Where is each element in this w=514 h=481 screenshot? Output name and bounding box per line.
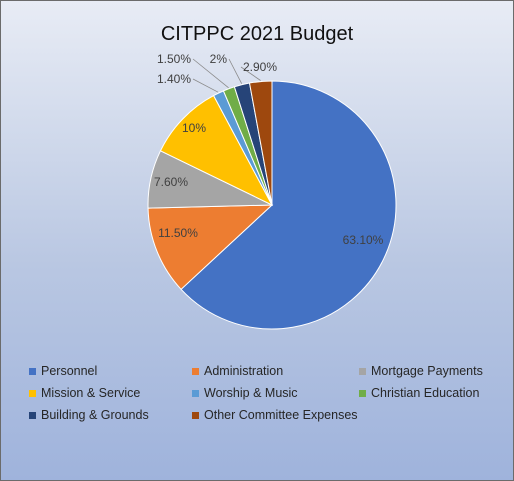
data-label: 63.10% bbox=[343, 233, 384, 247]
leader-line bbox=[228, 58, 243, 84]
data-label: 10% bbox=[182, 121, 206, 135]
data-label: 1.40% bbox=[157, 72, 191, 86]
data-label: 1.50% bbox=[157, 52, 191, 66]
leader-line bbox=[240, 66, 261, 81]
chart-title: CITPPC 2021 Budget bbox=[160, 23, 354, 45]
leader-line bbox=[192, 58, 229, 89]
data-label: 2% bbox=[210, 52, 228, 66]
data-label: 2.90% bbox=[243, 60, 277, 74]
data-label: 7.60% bbox=[154, 175, 188, 189]
data-label: 11.50% bbox=[158, 226, 198, 240]
pie-slice-other-committee-expenses bbox=[248, 80, 273, 206]
leader-line bbox=[192, 78, 219, 93]
pie-slice-administration bbox=[147, 204, 274, 291]
pie-slice-mission-service bbox=[159, 94, 274, 207]
pie-slice-personnel bbox=[180, 80, 397, 330]
